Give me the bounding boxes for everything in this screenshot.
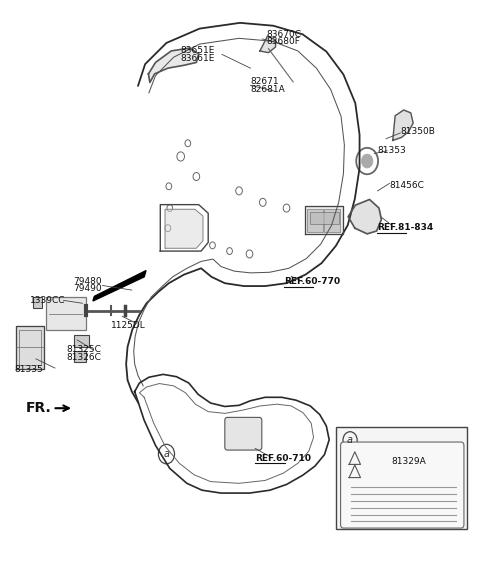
Text: 83670C: 83670C — [266, 30, 301, 39]
Text: 82681A: 82681A — [251, 85, 285, 94]
Text: a: a — [164, 449, 169, 459]
Polygon shape — [16, 325, 44, 369]
Bar — [74, 335, 89, 347]
Bar — [33, 297, 42, 308]
Text: 81456C: 81456C — [389, 181, 424, 190]
Text: 82671: 82671 — [251, 78, 279, 86]
Bar — [307, 209, 323, 232]
Text: FR.: FR. — [25, 401, 51, 415]
Circle shape — [361, 154, 373, 168]
Polygon shape — [260, 36, 276, 53]
Text: REF.60-770: REF.60-770 — [284, 277, 340, 286]
Text: 79490: 79490 — [73, 284, 102, 294]
Polygon shape — [165, 209, 203, 248]
FancyBboxPatch shape — [225, 417, 262, 450]
Text: 83661E: 83661E — [180, 54, 215, 63]
Bar — [74, 351, 86, 362]
Bar — [47, 297, 86, 329]
Text: REF.60-710: REF.60-710 — [255, 453, 311, 463]
Bar — [310, 212, 339, 223]
Text: a: a — [347, 435, 353, 445]
Polygon shape — [93, 270, 146, 301]
Text: 81353: 81353 — [378, 146, 407, 155]
Text: REF.81-834: REF.81-834 — [377, 223, 433, 232]
Text: 81326C: 81326C — [66, 353, 101, 362]
Polygon shape — [148, 48, 199, 82]
Text: 1125DL: 1125DL — [111, 321, 146, 329]
Text: 83651E: 83651E — [180, 46, 215, 56]
Text: 83680F: 83680F — [266, 37, 300, 46]
Text: 79480: 79480 — [73, 277, 102, 286]
Text: 81325C: 81325C — [66, 345, 101, 354]
Text: 1339CC: 1339CC — [30, 296, 66, 306]
FancyBboxPatch shape — [341, 442, 464, 528]
Polygon shape — [393, 110, 413, 140]
Text: 81350B: 81350B — [400, 127, 435, 136]
Text: 81329A: 81329A — [392, 457, 427, 466]
Polygon shape — [348, 200, 382, 234]
Text: 81335: 81335 — [14, 365, 43, 374]
Polygon shape — [305, 206, 343, 234]
Bar — [336, 427, 467, 529]
Bar — [324, 209, 340, 232]
